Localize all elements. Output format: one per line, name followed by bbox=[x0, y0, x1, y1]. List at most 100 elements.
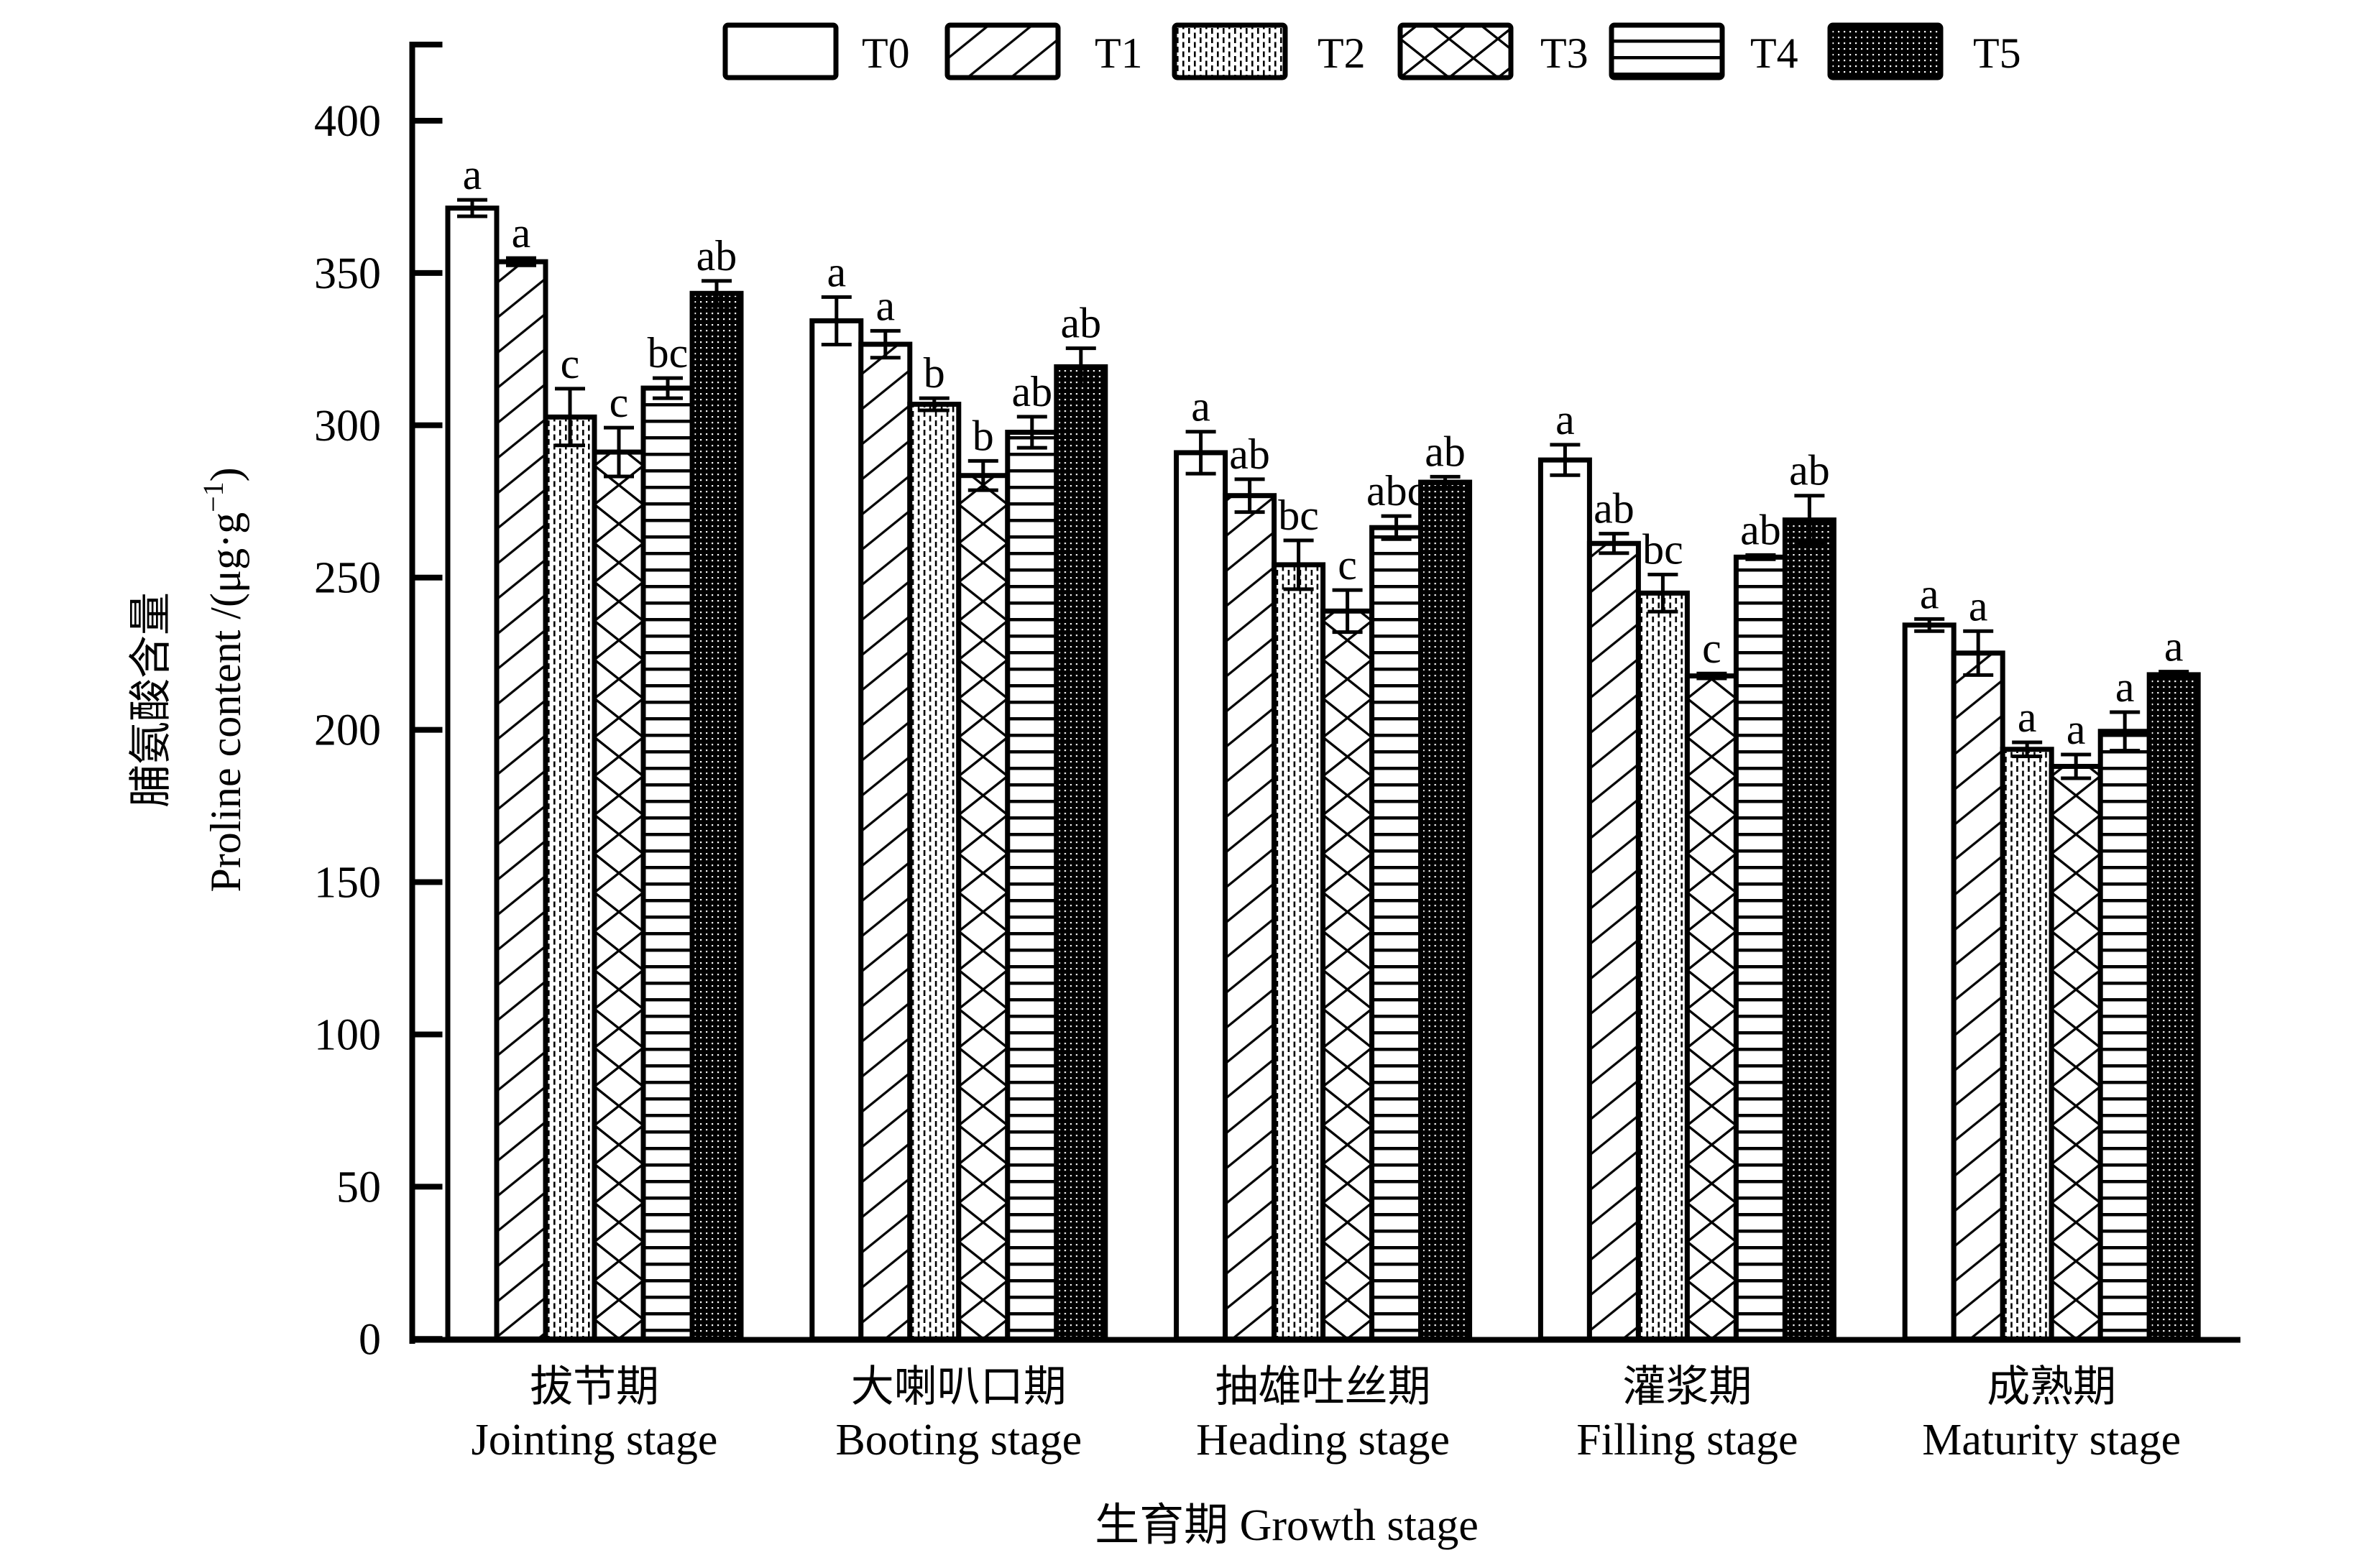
error-bar-t1-booting-stage bbox=[870, 328, 901, 360]
bar-t1-jointing-stage bbox=[494, 259, 548, 1342]
significance-letter-t3-jointing-stage: c bbox=[610, 379, 629, 426]
y-tick-label: 400 bbox=[314, 97, 381, 146]
significance-letter-t2-heading-stage: bc bbox=[1278, 492, 1319, 539]
bar-t1-heading-stage bbox=[1223, 493, 1277, 1342]
error-bar-t2-maturity-stage bbox=[2012, 740, 2043, 759]
significance-letter-t5-maturity-stage: a bbox=[2164, 623, 2184, 670]
legend-swatch-t1 bbox=[944, 22, 1061, 80]
significance-letter-t1-maturity-stage: a bbox=[1969, 582, 1988, 629]
legend-swatch-t0 bbox=[722, 22, 839, 80]
y-tick-label: 200 bbox=[314, 706, 381, 755]
y-tick-label: 100 bbox=[314, 1010, 381, 1059]
category-label-en-maturity-stage: Maturity stage bbox=[1922, 1416, 2181, 1465]
category-label-cn-filling-stage: 灌浆期 bbox=[1622, 1363, 1752, 1411]
bar-t3-booting-stage bbox=[956, 473, 1011, 1342]
bar-t2-jointing-stage bbox=[543, 414, 597, 1342]
error-bar-t3-jointing-stage bbox=[604, 425, 634, 479]
legend-item-t1: T1 bbox=[944, 22, 1143, 80]
significance-letter-t1-heading-stage: ab bbox=[1229, 430, 1270, 478]
significance-letter-t2-filling-stage: bc bbox=[1642, 525, 1683, 573]
significance-letter-t4-maturity-stage: a bbox=[2115, 663, 2135, 711]
bar-t5-jointing-stage bbox=[689, 290, 744, 1342]
bar-t3-maturity-stage bbox=[2049, 763, 2103, 1342]
y-tick-label: 0 bbox=[359, 1315, 381, 1364]
bar-t4-jointing-stage bbox=[640, 385, 695, 1342]
category-label-en-jointing-stage: Jointing stage bbox=[472, 1416, 718, 1465]
bar-t5-maturity-stage bbox=[2146, 672, 2201, 1342]
y-axis-title-en: Proline content /(μg·g−1) bbox=[197, 467, 249, 892]
y-axis-title-cn: 脯氨酸含量 bbox=[127, 592, 175, 808]
bar-t4-maturity-stage bbox=[2097, 729, 2152, 1342]
legend-label-t0: T0 bbox=[862, 29, 910, 77]
y-axis-title-en-main: Proline content /(μg·g bbox=[202, 512, 249, 893]
bar-t1-maturity-stage bbox=[1951, 650, 2005, 1342]
y-tick-label: 150 bbox=[314, 859, 381, 908]
error-bar-t0-booting-stage bbox=[821, 295, 852, 346]
y-axis-title-en-superscript: −1 bbox=[197, 481, 229, 512]
bar-t4-heading-stage bbox=[1369, 525, 1424, 1342]
error-bar-t1-jointing-stage bbox=[506, 256, 536, 267]
significance-letter-t1-jointing-stage: a bbox=[512, 209, 531, 257]
category-label-en-booting-stage: Booting stage bbox=[835, 1416, 1082, 1465]
significance-letter-t1-booting-stage: a bbox=[875, 282, 895, 329]
significance-letter-t0-booting-stage: a bbox=[827, 248, 846, 295]
error-bar-t5-heading-stage bbox=[1430, 474, 1461, 490]
x-category-labels: 拔节期 Jointing stage 大喇叭口期 Booting stage 抽雄吐丝期… bbox=[472, 1363, 2181, 1465]
error-bar-t3-filling-stage bbox=[1696, 671, 1727, 681]
error-bar-t1-filling-stage bbox=[1599, 532, 1629, 555]
bar-t2-maturity-stage bbox=[2000, 747, 2054, 1342]
legend-label-t3: T3 bbox=[1540, 29, 1589, 77]
error-bar-t2-booting-stage bbox=[919, 396, 950, 412]
error-bar-t4-maturity-stage bbox=[2110, 710, 2141, 752]
error-bar-t3-maturity-stage bbox=[2061, 752, 2092, 780]
error-bar-t3-booting-stage bbox=[967, 458, 998, 492]
axes bbox=[409, 42, 2240, 1344]
category-label-en-filling-stage: Filling stage bbox=[1576, 1416, 1798, 1465]
error-bar-t0-heading-stage bbox=[1185, 430, 1216, 476]
bar-t0-maturity-stage bbox=[1902, 622, 1957, 1342]
y-tick-label: 300 bbox=[314, 402, 381, 451]
legend-swatch-t2 bbox=[1172, 22, 1288, 80]
significance-letter-t2-maturity-stage: a bbox=[2018, 693, 2037, 741]
legend-item-t3: T3 bbox=[1397, 22, 1589, 80]
error-bar-t5-booting-stage bbox=[1065, 346, 1096, 387]
legend-item-t2: T2 bbox=[1172, 22, 1366, 80]
error-bar-t5-filling-stage bbox=[1794, 494, 1825, 547]
significance-letter-t0-filling-stage: a bbox=[1555, 396, 1575, 443]
significance-letter-t5-jointing-stage: ab bbox=[696, 232, 737, 280]
significance-letter-t3-heading-stage: c bbox=[1338, 541, 1357, 589]
significance-letter-t4-jointing-stage: bc bbox=[648, 329, 689, 377]
significance-letter-t2-jointing-stage: c bbox=[561, 340, 580, 387]
bar-t0-heading-stage bbox=[1174, 450, 1228, 1342]
error-bar-t1-heading-stage bbox=[1234, 477, 1265, 515]
error-bar-t4-jointing-stage bbox=[653, 376, 683, 400]
bar-t5-booting-stage bbox=[1054, 364, 1108, 1342]
legend-label-t5: T5 bbox=[1973, 29, 2021, 77]
error-bar-t0-filling-stage bbox=[1550, 443, 1581, 477]
legend: T0 T1 T2 T3 T4 T5 bbox=[722, 22, 2021, 80]
significance-letter-t5-filling-stage: ab bbox=[1789, 447, 1830, 494]
legend-item-t0: T0 bbox=[722, 22, 910, 80]
category-label-en-heading-stage: Heading stage bbox=[1196, 1416, 1450, 1465]
bar-t5-filling-stage bbox=[1782, 517, 1836, 1342]
significance-letter-t0-heading-stage: a bbox=[1191, 383, 1210, 430]
legend-label-t2: T2 bbox=[1318, 29, 1366, 77]
bar-t3-jointing-stage bbox=[592, 449, 646, 1342]
category-label-cn-heading-stage: 抽雄吐丝期 bbox=[1215, 1363, 1431, 1411]
y-tick-label: 350 bbox=[314, 249, 381, 298]
significance-letter-t0-jointing-stage: a bbox=[463, 151, 482, 198]
significance-letter-t4-heading-stage: abc bbox=[1366, 467, 1426, 515]
legend-item-t4: T4 bbox=[1609, 22, 1798, 80]
legend-label-t1: T1 bbox=[1095, 29, 1143, 77]
bar-t4-booting-stage bbox=[1005, 430, 1059, 1342]
error-bar-t5-jointing-stage bbox=[702, 279, 732, 308]
category-label-cn-booting-stage: 大喇叭口期 bbox=[851, 1363, 1067, 1411]
error-bar-t2-heading-stage bbox=[1283, 538, 1314, 591]
category-label-cn-jointing-stage: 拔节期 bbox=[530, 1363, 659, 1411]
error-bar-t4-heading-stage bbox=[1381, 514, 1412, 541]
bar-t1-booting-stage bbox=[858, 341, 913, 1342]
bar-t3-heading-stage bbox=[1320, 608, 1375, 1342]
